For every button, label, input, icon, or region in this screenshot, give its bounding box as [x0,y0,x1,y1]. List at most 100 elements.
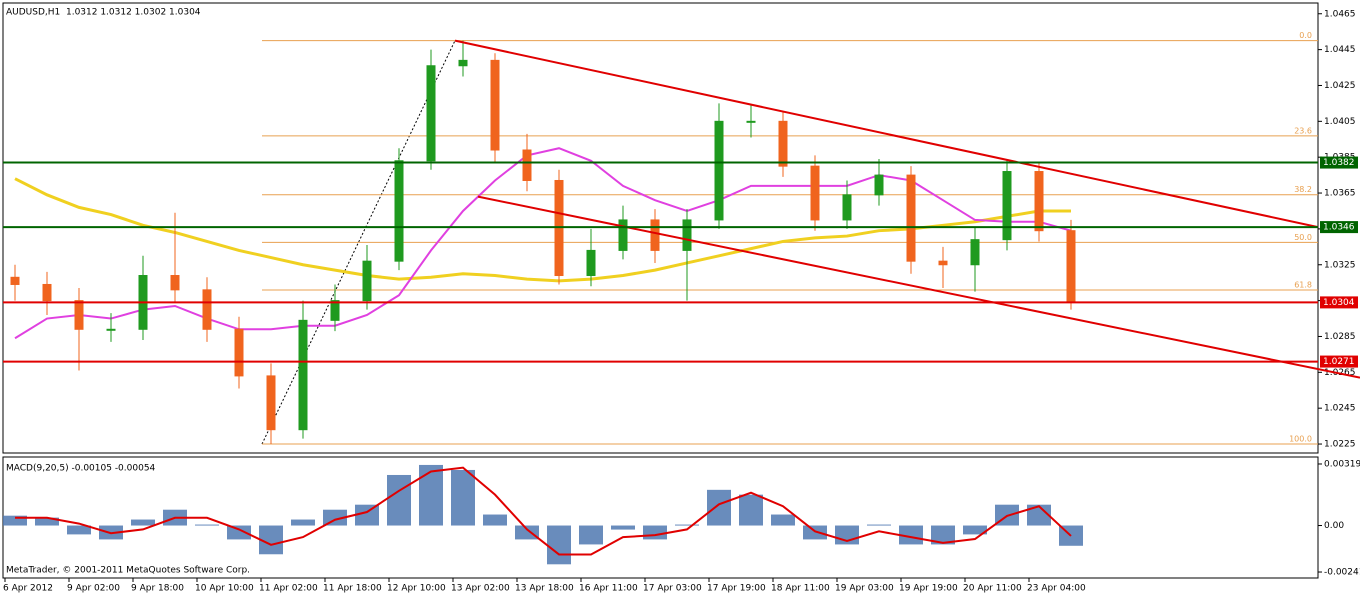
macd-bar [899,525,923,545]
candle-body [266,375,276,431]
macd-bar [323,509,347,526]
macd-bar [739,494,763,526]
x-tick-label: 9 Apr 02:00 [67,584,120,594]
x-tick-label: 13 Apr 18:00 [515,584,574,594]
y-tick-label: 1.0245 [1324,404,1356,414]
fib-label: 38.2 [1294,185,1312,194]
level-label: 1.0382 [1323,158,1355,168]
x-tick-label: 10 Apr 10:00 [195,584,254,594]
fib-label: 23.6 [1294,126,1312,135]
macd-bar [35,517,59,526]
candle-body [842,194,852,221]
macd-signal [15,466,1072,556]
x-tick-label: 6 Apr 2012 [3,584,53,594]
candle-body [106,328,116,331]
macd-bar [643,525,667,540]
x-tick-label: 20 Apr 11:00 [963,584,1022,594]
macd-bar [387,474,411,526]
y-tick-label: 1.0445 [1324,45,1356,55]
candle-body [810,165,820,221]
macd-bar [195,524,219,526]
macd-bar [131,519,155,526]
level-label: 1.0346 [1323,223,1355,233]
y-tick-label: 1.0285 [1324,332,1356,342]
y-tick-label: 1.0325 [1324,260,1356,270]
candle-body [170,275,180,291]
macd-bar [419,464,443,526]
candle-body [906,174,916,262]
macd-bar [291,519,315,526]
candle-body [938,260,948,266]
macd-bar [483,514,507,526]
footer: MetaTrader, © 2001-2011 MetaQuotes Softw… [6,566,250,576]
level-tag [1320,221,1358,234]
candle-body [970,239,980,266]
macd-bar [867,524,891,526]
x-tick-label: 16 Apr 11:00 [579,584,638,594]
macd-bar [515,525,539,540]
trendline [454,39,1319,229]
fib-label: 50.0 [1294,233,1312,242]
x-tick-label: 12 Apr 10:00 [387,584,446,594]
macd-bar [579,525,603,545]
y-tick-label: 1.0425 [1324,81,1356,91]
candle-body [650,219,660,251]
candle-body [746,120,756,123]
x-tick-label: 23 Apr 04:00 [1027,584,1086,594]
candle-body [10,276,20,285]
x-tick-label: 17 Apr 19:00 [707,584,766,594]
candle-body [522,149,532,181]
macd-bar [931,525,955,545]
macd-bar [451,469,475,526]
candle-body [618,219,628,251]
candle-body [682,219,692,251]
fib-label: 100.0 [1289,435,1312,444]
level-label: 1.0271 [1323,357,1355,367]
fib-anchor [261,40,456,445]
macd-bar [67,525,91,535]
moving-average [14,147,1072,340]
y-tick-label: 1.0225 [1324,440,1356,450]
level-tag [1320,296,1358,309]
macd-bar [803,525,827,540]
candle-body [74,300,84,330]
chart-title: AUDUSD,H1 1.0312 1.0312 1.0302 1.0304 [6,8,201,18]
macd-bar [547,525,571,565]
macd-y-tick-label: 0.00319 [1324,459,1360,469]
macd-y-tick-label: 0.00 [1324,521,1344,531]
candle-body [1066,230,1076,303]
x-tick-label: 19 Apr 03:00 [835,584,894,594]
level-tag [1320,156,1358,169]
candle-body [874,174,884,196]
candle-body [586,249,596,277]
macd-bar [1027,504,1051,526]
candle-body [778,120,788,167]
candle-body [714,120,724,221]
y-tick-label: 1.0365 [1324,189,1356,199]
fib-label: 61.8 [1294,280,1312,289]
candle-body [426,65,436,162]
candle-body [1002,171,1012,241]
macd-panel [2,456,1319,579]
macd-bar [771,514,795,526]
x-tick-label: 11 Apr 18:00 [323,584,382,594]
macd-bar [355,504,379,526]
level-label: 1.0304 [1323,298,1355,308]
x-tick-label: 9 Apr 18:00 [131,584,184,594]
y-tick-label: 1.0405 [1324,117,1356,127]
macd-bar [611,525,635,530]
candle-body [362,260,372,302]
macd-bar [3,515,27,526]
candle-body [458,59,468,67]
candle-body [202,289,212,330]
macd-bar [227,525,251,540]
x-tick-label: 13 Apr 02:00 [451,584,510,594]
candle-body [330,300,340,321]
macd-bar [675,524,699,526]
candle-body [490,59,500,151]
x-tick-label: 11 Apr 02:00 [259,584,318,594]
candle-body [234,328,244,377]
candle-body [1034,171,1044,232]
candle-body [298,319,308,431]
